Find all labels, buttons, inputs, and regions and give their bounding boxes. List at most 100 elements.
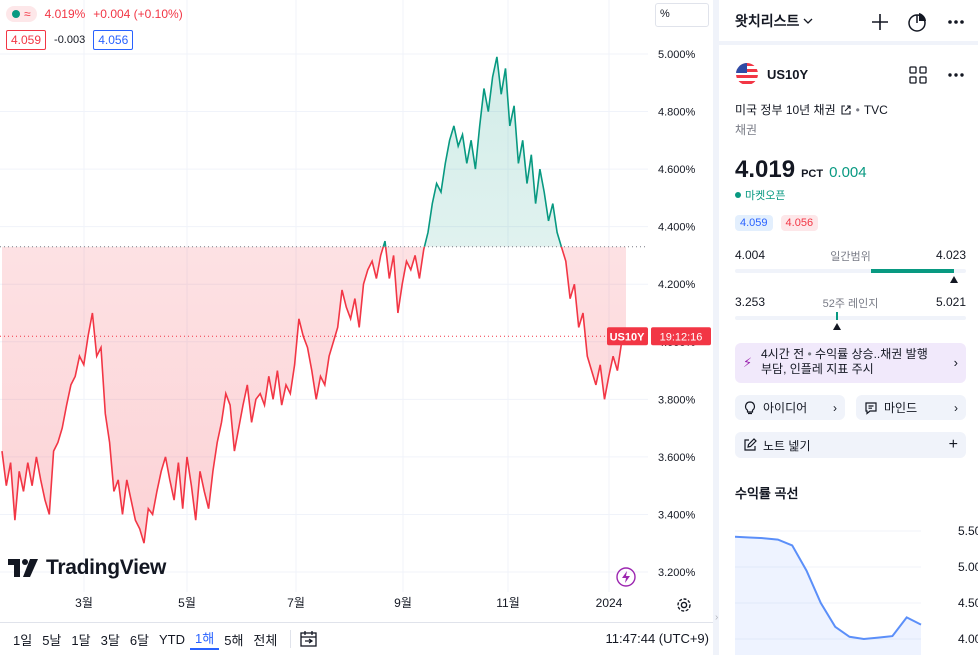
note-label: 노트 넱기 bbox=[763, 438, 811, 453]
week52-low: 3.253 bbox=[735, 295, 766, 309]
x-tick-label: 3월 bbox=[75, 596, 93, 610]
y-tick-label: 3.400% bbox=[658, 509, 696, 521]
legend-price: 4.019% bbox=[44, 7, 86, 21]
time-tag-text: 19:12:16 bbox=[660, 331, 703, 343]
ideas-button[interactable]: 아이디어 › bbox=[735, 395, 845, 420]
pie-chart-icon[interactable] bbox=[906, 11, 928, 33]
external-link-icon[interactable] bbox=[840, 104, 852, 116]
add-icon[interactable] bbox=[869, 11, 891, 33]
status-dot-icon bbox=[12, 10, 20, 18]
x-tick-label: 9월 bbox=[394, 596, 412, 610]
toolbar-divider bbox=[290, 630, 292, 648]
last-price: 4.019 bbox=[735, 156, 796, 183]
day-range-low: 4.004 bbox=[735, 248, 766, 262]
week52-label: 52주 레인지 bbox=[822, 298, 879, 310]
news-card[interactable]: ⚡ 4시간 전 • 수익률 상승..채권 발행 부담, 인플레 지표 주시 › bbox=[735, 343, 966, 383]
wave-icon: ≈ bbox=[24, 7, 31, 21]
tv-logo-icon bbox=[8, 559, 38, 577]
range-all[interactable]: 전체 bbox=[253, 632, 278, 648]
symbol-more-icon[interactable] bbox=[946, 66, 966, 84]
lightbulb-icon bbox=[744, 400, 756, 414]
range-6m[interactable]: 6달 bbox=[129, 632, 150, 648]
y-tick-label: 5.000% bbox=[658, 49, 696, 61]
plus-icon: + bbox=[948, 436, 958, 453]
range-1d[interactable]: 1일 bbox=[13, 632, 33, 648]
x-tick-label: 2024 bbox=[596, 596, 623, 610]
yield-y-tick: 4.00 bbox=[958, 632, 978, 646]
symbol-description-text: 미국 정부 10년 채권 bbox=[735, 103, 836, 117]
gear-icon[interactable] bbox=[675, 596, 693, 614]
x-tick-label: 7월 bbox=[287, 596, 305, 610]
legend-change: +0.004 (+0.10%) bbox=[93, 7, 183, 21]
symbol-category[interactable]: 채권 bbox=[735, 123, 758, 137]
edit-note-icon bbox=[744, 438, 757, 451]
range-1m[interactable]: 1달 bbox=[71, 632, 91, 648]
price-chart[interactable]: 5.000%4.800%4.600%4.400%4.200%4.000%3.80… bbox=[0, 0, 713, 622]
watchlist-title[interactable]: 왓치리스트 bbox=[735, 11, 813, 31]
panel-divider[interactable] bbox=[713, 0, 719, 655]
flash-icon[interactable] bbox=[616, 567, 636, 587]
price-change: 0.004 bbox=[829, 164, 867, 181]
minds-label: 마인드 bbox=[884, 401, 918, 415]
day-range-fill bbox=[871, 269, 955, 273]
y-tick-label: 4.400% bbox=[658, 222, 696, 234]
day-range-high: 4.023 bbox=[935, 248, 966, 262]
tradingview-logo: TradingView bbox=[8, 556, 166, 580]
legend-spread: -0.003 bbox=[54, 34, 86, 46]
symbol-row[interactable]: US10Y bbox=[735, 62, 808, 86]
market-open-dot-icon bbox=[735, 192, 741, 198]
news-time: 4시간 전 bbox=[761, 347, 805, 361]
legend-ask-box[interactable]: 4.056 bbox=[93, 30, 134, 50]
legend-top: ≈ 4.019% +0.004 (+0.10%) bbox=[6, 6, 183, 22]
legend-bid-box[interactable]: 4.059 bbox=[6, 30, 47, 50]
legend-bottom: 4.059 -0.003 4.056 bbox=[6, 30, 134, 50]
bottom-toolbar: 1일 5날 1달 3달 6달 YTD 1해 5해 전체 11:47:44 (UT… bbox=[0, 622, 713, 655]
price-row: 4.019 PCT 0.004 bbox=[735, 156, 867, 184]
x-tick-label: 5월 bbox=[178, 596, 196, 610]
date-range-icon[interactable] bbox=[299, 630, 319, 648]
news-bullet: • bbox=[807, 347, 812, 361]
scale-mode-button[interactable]: % bbox=[655, 3, 709, 27]
ideas-label: 아이디어 bbox=[763, 401, 808, 415]
area-below-baseline bbox=[2, 246, 626, 544]
yield-curve-title: 수익률 곡선 bbox=[735, 486, 799, 501]
minds-button[interactable]: 마인드 › bbox=[856, 395, 966, 420]
day-range-marker-icon bbox=[950, 276, 959, 283]
market-status: 마켓오픈 bbox=[735, 187, 785, 203]
chart-pane[interactable]: 5.000%4.800%4.600%4.400%4.200%4.000%3.80… bbox=[0, 0, 713, 655]
area-above-baseline bbox=[2, 56, 626, 247]
range-ytd[interactable]: YTD bbox=[159, 631, 186, 647]
day-range: 4.004 일간범위 4.023 bbox=[735, 248, 966, 284]
more-icon[interactable] bbox=[945, 11, 967, 33]
minds-chevron-icon: › bbox=[954, 400, 958, 415]
clock[interactable]: 11:47:44 (UTC+9) bbox=[605, 631, 709, 646]
news-headline: 수익률 상승..채권 발행 부담, 인플레 지표 주시 bbox=[761, 347, 928, 376]
week52-marker-icon bbox=[832, 323, 841, 330]
chevron-down-icon bbox=[803, 18, 813, 24]
yield-curve-chart[interactable]: 5.50 5.00 4.50 4.00 bbox=[735, 515, 978, 655]
range-3m[interactable]: 3달 bbox=[100, 632, 120, 648]
chevron-right-icon: › bbox=[953, 355, 958, 370]
y-tick-label: 3.800% bbox=[658, 394, 696, 406]
grid-view-icon[interactable] bbox=[909, 66, 927, 84]
yield-y-tick: 4.50 bbox=[958, 596, 978, 610]
yield-curve-area bbox=[735, 536, 921, 655]
yield-y-tick: 5.50 bbox=[958, 524, 978, 538]
range-1y[interactable]: 1해 bbox=[190, 628, 220, 650]
symbol-source[interactable]: TVC bbox=[863, 102, 888, 117]
y-tick-label: 4.600% bbox=[658, 164, 696, 176]
bid-badge: 4.059 bbox=[735, 215, 773, 231]
symbol-name: US10Y bbox=[767, 66, 809, 82]
watchlist-title-text: 왓치리스트 bbox=[735, 12, 800, 29]
price-line-up bbox=[382, 56, 563, 247]
price-line-down bbox=[1, 246, 626, 544]
range-5d[interactable]: 5날 bbox=[42, 632, 62, 648]
y-tick-label: 4.800% bbox=[658, 107, 696, 119]
add-note-button[interactable]: 노트 넱기 + bbox=[735, 432, 966, 458]
visibility-toggle[interactable]: ≈ bbox=[6, 6, 37, 22]
y-tick-label: 3.600% bbox=[658, 452, 696, 464]
collapse-handle-icon[interactable]: › bbox=[715, 612, 719, 623]
day-range-label: 일간범위 bbox=[830, 251, 871, 263]
yield-curve-line bbox=[735, 535, 922, 641]
range-5y[interactable]: 5해 bbox=[224, 632, 244, 648]
